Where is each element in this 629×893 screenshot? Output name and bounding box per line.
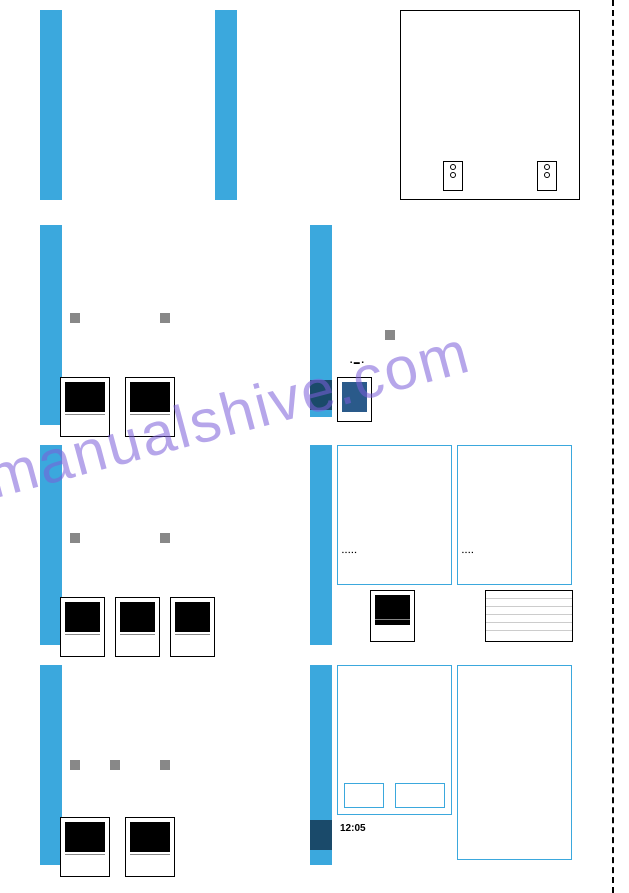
table-row [486, 607, 572, 615]
step-icon [160, 760, 170, 770]
phone-mockup [337, 377, 372, 422]
phone-mockup [370, 590, 415, 642]
menu-table [485, 590, 573, 642]
info-box [337, 665, 452, 815]
blue-divider [40, 665, 62, 865]
speaker-icon [537, 161, 557, 191]
sub-box [344, 783, 384, 808]
info-box [457, 665, 572, 860]
phone-mockup [115, 597, 160, 657]
step-icon [70, 313, 80, 323]
panel-2-1 [40, 225, 290, 425]
info-box: ▪ ▪ ▪ ▪ ▪ [337, 445, 452, 585]
speaker-icon [443, 161, 463, 191]
phone-mockup [170, 597, 215, 657]
table-row [486, 615, 572, 623]
panel-1-2 [310, 10, 590, 205]
panel-4-2: 12:05 [310, 665, 590, 865]
manual-page: ▪ ▬ ▪ ▪ ▪ ▪ ▪ ▪ ▪ ▪ ▪ ▪ [0, 0, 629, 893]
dark-accent [310, 380, 332, 410]
sub-box [395, 783, 445, 808]
step-icon [70, 760, 80, 770]
phone-mockup [60, 817, 110, 877]
blue-divider [215, 10, 237, 200]
table-row [486, 623, 572, 631]
icon-row: ▪ ▪ ▪ ▪ ▪ [342, 550, 447, 580]
blue-divider [40, 10, 62, 200]
panel-2-2: ▪ ▬ ▪ [310, 225, 590, 425]
phone-mockup [125, 817, 175, 877]
phone-mockup [60, 597, 105, 657]
panel-3-2: ▪ ▪ ▪ ▪ ▪ ▪ ▪ ▪ ▪ [310, 445, 590, 645]
dark-accent [310, 820, 332, 850]
time-display: 12:05 [340, 823, 366, 834]
icon-row: ▪ ▪ ▪ ▪ [462, 550, 567, 580]
panel-1-1 [40, 10, 290, 205]
step-icon [160, 313, 170, 323]
speaker-box [400, 10, 580, 200]
phone-mockup [60, 377, 110, 437]
step-icon [160, 533, 170, 543]
info-box: ▪ ▪ ▪ ▪ [457, 445, 572, 585]
phone-mockup [125, 377, 175, 437]
home-icon [385, 330, 395, 340]
step-icon [70, 533, 80, 543]
fold-line [612, 0, 614, 893]
blue-divider [310, 445, 332, 645]
panel-3-1 [40, 445, 290, 645]
step-icon [110, 760, 120, 770]
blue-divider [40, 445, 62, 645]
table-row [486, 591, 572, 599]
blue-divider [40, 225, 62, 425]
table-row [486, 599, 572, 607]
instruction-text: ▪ ▬ ▪ [350, 360, 550, 366]
panel-4-1 [40, 665, 290, 865]
